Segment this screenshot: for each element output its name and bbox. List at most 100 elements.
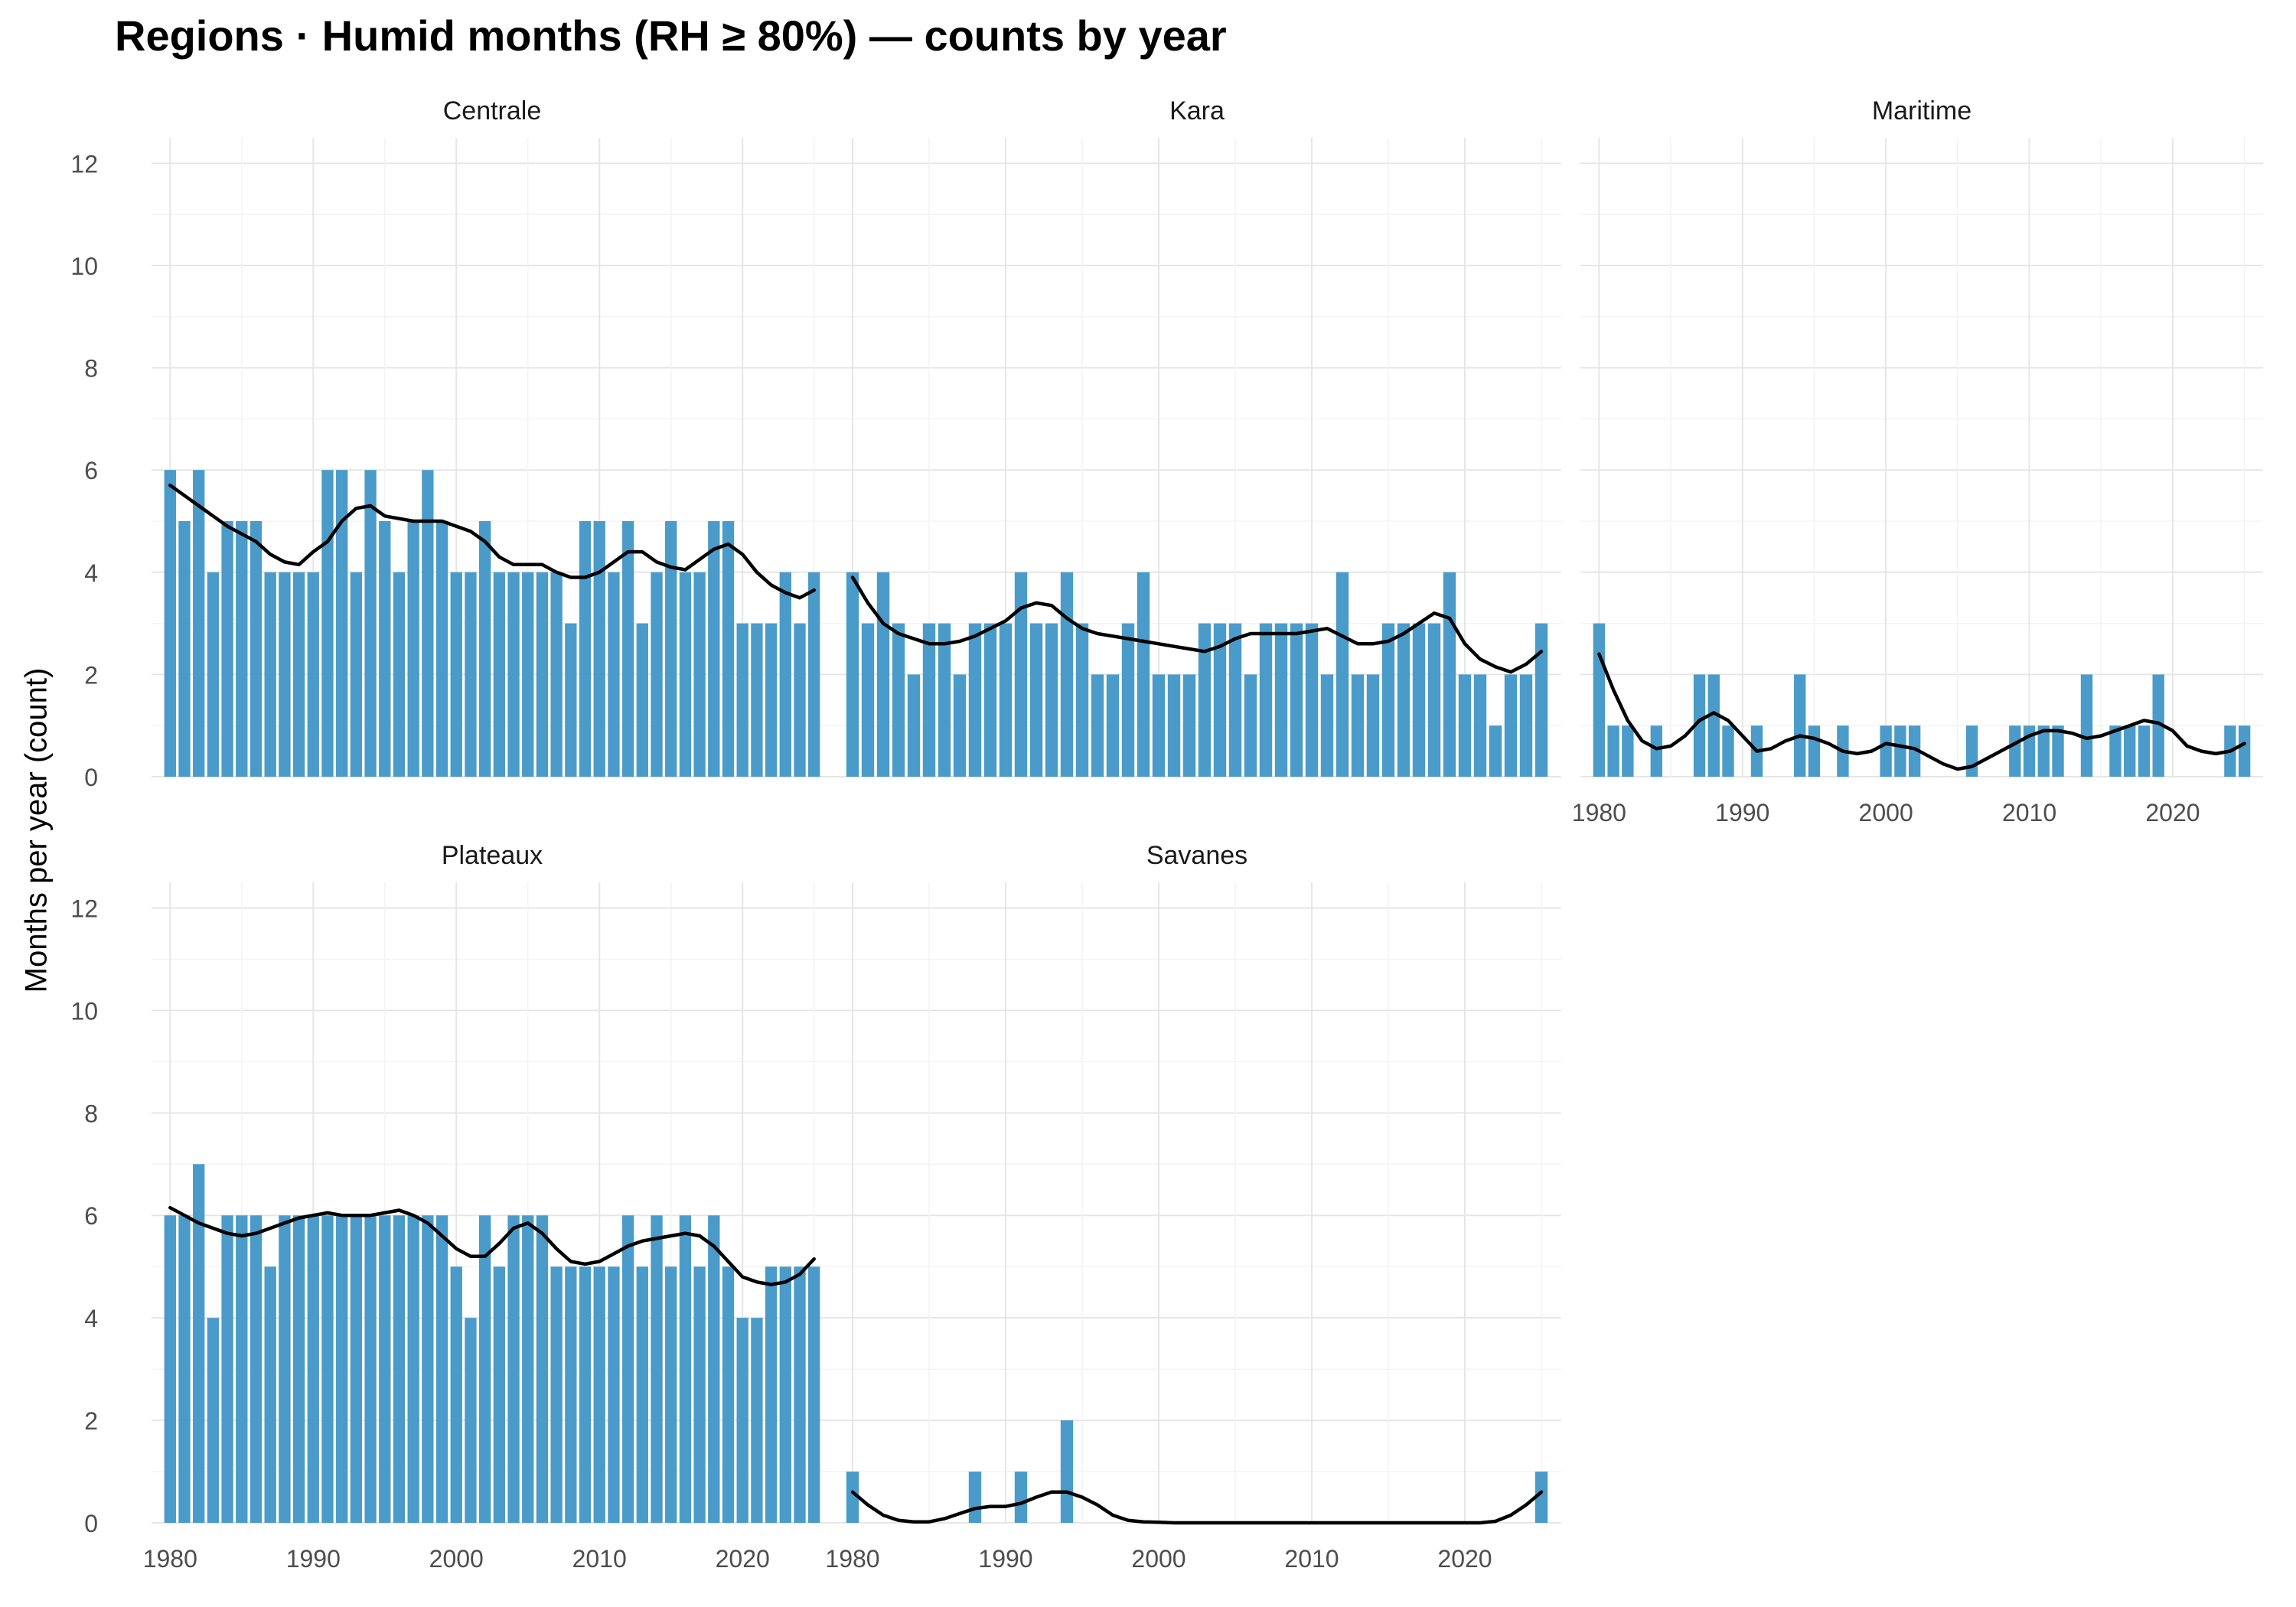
x-tick-label: 2000 — [1131, 1545, 1186, 1573]
bar — [608, 572, 620, 777]
bar — [779, 572, 791, 777]
bar — [1427, 623, 1441, 777]
bar — [1443, 572, 1456, 777]
bar — [2037, 725, 2050, 777]
bar — [350, 572, 363, 777]
x-tick-label: 2020 — [1437, 1545, 1492, 1573]
bar — [565, 623, 577, 777]
bar — [393, 1215, 406, 1523]
bar — [651, 572, 663, 777]
bar — [708, 521, 720, 777]
bar — [1607, 725, 1619, 777]
bar — [751, 623, 763, 777]
smooth-trend-line — [850, 575, 1544, 674]
bar — [264, 1266, 276, 1523]
bar — [1137, 572, 1150, 777]
bar — [364, 1215, 377, 1523]
y-tick-label: 4 — [84, 559, 98, 587]
bar — [407, 521, 419, 777]
bar — [1908, 725, 1921, 777]
bar — [808, 1266, 820, 1523]
bar — [2080, 674, 2093, 777]
bar — [435, 1215, 448, 1523]
bar — [1152, 674, 1166, 777]
y-tick-label: 8 — [84, 355, 98, 383]
bar — [336, 470, 348, 777]
bar — [336, 1215, 348, 1523]
bar — [2238, 725, 2251, 777]
bar — [450, 572, 462, 777]
bar — [493, 572, 506, 777]
bar — [279, 572, 291, 777]
bar — [1060, 572, 1074, 777]
panel-strip-label: Savanes — [1146, 841, 1247, 870]
x-tick-label: 2010 — [572, 1545, 627, 1573]
bar — [593, 521, 605, 777]
smooth-trend-line — [850, 1490, 1544, 1525]
bar — [1489, 725, 1502, 777]
smooth-trend-line — [168, 483, 816, 600]
bar — [736, 1318, 748, 1523]
bar — [636, 623, 648, 777]
bar — [1794, 674, 1806, 777]
bar — [1473, 674, 1487, 777]
bar — [693, 572, 706, 777]
bar — [1228, 623, 1242, 777]
bar — [1045, 623, 1058, 777]
bar — [236, 521, 248, 777]
bar — [164, 470, 176, 777]
y-tick-label: 12 — [70, 150, 98, 178]
bar — [422, 470, 434, 777]
bar — [1381, 623, 1395, 777]
bar — [307, 1215, 319, 1523]
bar — [1894, 725, 1906, 777]
bar — [693, 1266, 706, 1523]
panel-strip-label: Kara — [1169, 96, 1225, 125]
bar — [507, 1215, 520, 1523]
bar — [1029, 623, 1043, 777]
bar — [892, 623, 905, 777]
bar — [1808, 725, 1821, 777]
panel-strip-label: Maritime — [1872, 96, 1971, 125]
bar — [478, 1215, 491, 1523]
bar — [1366, 674, 1380, 777]
bar — [846, 572, 859, 777]
smooth-trend-line — [1597, 652, 2246, 771]
bar — [193, 470, 205, 777]
bar — [536, 1215, 549, 1523]
bar — [1259, 623, 1273, 777]
bar — [393, 572, 406, 777]
bar — [550, 1266, 563, 1523]
bar — [264, 572, 276, 777]
bar — [1198, 623, 1212, 777]
x-tick-label: 2020 — [716, 1545, 770, 1573]
x-tick-label: 2000 — [1859, 799, 1913, 826]
bar — [550, 572, 563, 777]
bar — [621, 521, 634, 777]
bar — [922, 623, 936, 777]
chart-title: Regions · Humid months (RH ≥ 80%) — coun… — [115, 11, 1227, 60]
bar — [379, 1215, 391, 1523]
bar — [999, 623, 1013, 777]
bar — [493, 1266, 506, 1523]
bar — [765, 623, 778, 777]
bar — [679, 572, 692, 777]
bar — [1707, 674, 1720, 777]
bar — [422, 1215, 434, 1523]
bar — [249, 1215, 263, 1523]
bar — [608, 1266, 620, 1523]
bar — [1290, 623, 1303, 777]
bar — [1880, 725, 1892, 777]
y-tick-label: 6 — [84, 1202, 98, 1230]
bar — [193, 1164, 205, 1523]
bar — [164, 1215, 176, 1523]
smooth-trend-line — [168, 1205, 816, 1286]
bar — [861, 623, 875, 777]
bar — [708, 1215, 720, 1523]
x-tick-label: 1990 — [978, 1545, 1032, 1573]
bar — [207, 1318, 220, 1523]
x-tick-label: 1990 — [1715, 799, 1769, 826]
x-tick-label: 1990 — [286, 1545, 341, 1573]
bar — [221, 1215, 233, 1523]
bar — [621, 1215, 634, 1523]
